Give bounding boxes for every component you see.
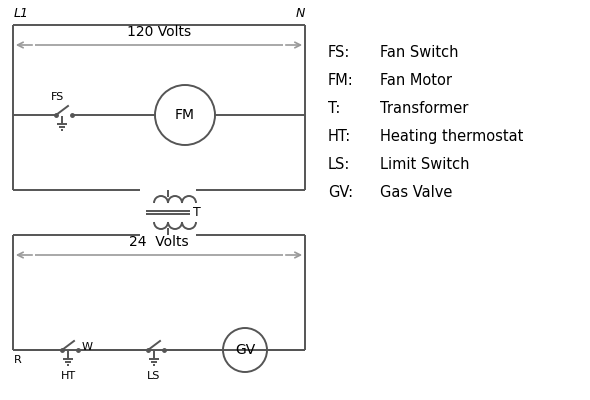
Text: FS: FS [51,92,65,102]
Text: FM: FM [175,108,195,122]
Text: GV: GV [235,343,255,357]
Text: HT: HT [60,371,76,381]
Text: N: N [296,7,305,20]
Text: R: R [14,355,22,365]
Text: 24  Volts: 24 Volts [129,235,189,249]
Text: LS: LS [148,371,160,381]
Text: Heating thermostat: Heating thermostat [380,129,523,144]
Text: Fan Switch: Fan Switch [380,45,458,60]
Text: Gas Valve: Gas Valve [380,185,453,200]
Text: FS:: FS: [328,45,350,60]
Text: GV:: GV: [328,185,353,200]
Text: T: T [193,206,201,219]
Text: Transformer: Transformer [380,101,468,116]
Text: T:: T: [328,101,340,116]
Text: HT:: HT: [328,129,351,144]
Text: Limit Switch: Limit Switch [380,157,470,172]
Text: Fan Motor: Fan Motor [380,73,452,88]
Text: 120 Volts: 120 Volts [127,25,191,39]
Text: L1: L1 [14,7,29,20]
Text: FM:: FM: [328,73,354,88]
Text: LS:: LS: [328,157,350,172]
Text: W: W [82,342,93,352]
